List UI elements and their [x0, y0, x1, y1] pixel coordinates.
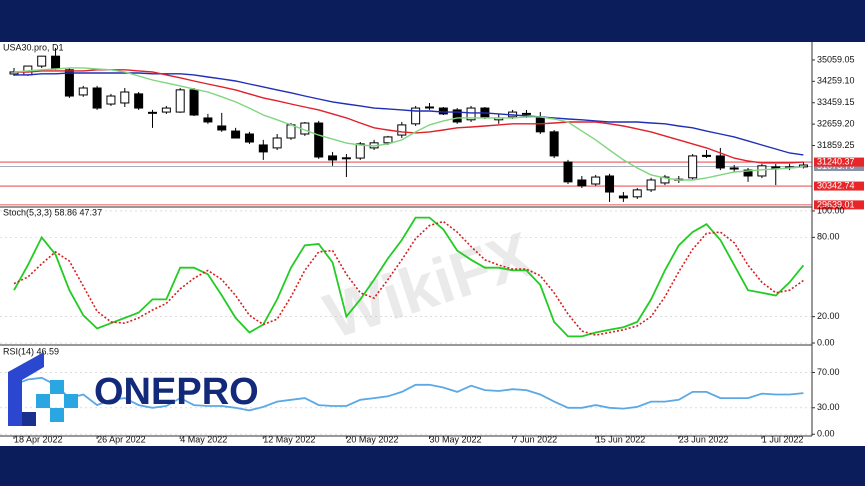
x-tick-label: 12 May 2022	[263, 434, 315, 444]
logo-mark	[22, 412, 36, 426]
price-level-box	[814, 157, 864, 167]
y-tick-label: 0.00	[817, 337, 835, 347]
y-tick-label: 70.00	[817, 367, 840, 377]
candle-body	[355, 143, 365, 159]
candle-body	[605, 175, 615, 193]
candle-body	[134, 93, 144, 109]
candle-body	[466, 107, 476, 121]
candle-body	[92, 87, 102, 109]
candle-body	[618, 195, 628, 199]
y-tick-label: 32659.20	[817, 118, 855, 128]
candle-body	[106, 95, 116, 105]
candle-body	[286, 124, 296, 139]
series-line	[13, 67, 804, 181]
candle-body	[521, 112, 531, 115]
candle-body	[452, 109, 462, 123]
y-tick-label: 20.00	[817, 311, 840, 321]
candle-body	[148, 111, 157, 114]
logo-mark	[50, 380, 64, 394]
candle-body	[244, 133, 254, 143]
candle-body	[591, 176, 601, 185]
price-level-box	[814, 200, 864, 210]
candle-body	[563, 161, 573, 183]
y-tick-label: 33459.15	[817, 97, 855, 107]
price-level-label: 31240.37	[817, 156, 855, 166]
candle-body	[729, 167, 739, 170]
series-line	[13, 220, 804, 336]
y-tick-label: 34259.10	[817, 76, 855, 86]
y-tick-label: 31859.25	[817, 140, 855, 150]
candle-body	[189, 89, 199, 116]
candle-body	[120, 91, 130, 104]
candle-body	[258, 144, 268, 153]
candle-body	[397, 124, 407, 136]
candle-body	[438, 107, 448, 115]
candle-body	[64, 69, 74, 97]
x-tick-label: 7 Jun 2022	[513, 434, 558, 444]
x-tick-label: 4 May 2022	[180, 434, 227, 444]
candle-body	[78, 87, 88, 96]
x-tick-label: 15 Jun 2022	[596, 434, 646, 444]
candle-body	[341, 157, 351, 160]
candle-body	[425, 106, 434, 109]
price-level-box	[814, 181, 864, 191]
y-tick-label: 30.00	[817, 402, 840, 412]
y-tick-label: 35059.05	[817, 54, 855, 64]
candle-body	[743, 169, 753, 177]
bottom-band	[0, 446, 865, 486]
candle-body	[646, 179, 656, 191]
candle-body	[632, 189, 642, 198]
top-band	[0, 0, 865, 42]
candle-body	[217, 125, 227, 131]
candle-body	[660, 176, 670, 184]
logo-mark	[64, 394, 78, 408]
candle-body	[272, 137, 282, 149]
candle-body	[715, 155, 725, 169]
series-line	[13, 376, 804, 412]
candle-body	[757, 165, 767, 177]
x-tick-label: 1 Jul 2022	[762, 434, 804, 444]
candle-body	[161, 107, 171, 113]
candle-body	[577, 179, 587, 187]
logo-mark	[36, 394, 50, 408]
candle-body	[771, 166, 781, 169]
candle-body	[328, 155, 338, 161]
x-tick-label: 23 Jun 2022	[679, 434, 729, 444]
x-tick-label: 18 Apr 2022	[14, 434, 63, 444]
chart-area	[0, 42, 865, 446]
candle-body	[549, 131, 559, 157]
candle-body	[175, 89, 185, 113]
price-level-label: 29639.01	[817, 199, 855, 209]
plots: 35059.05 34259.10 33459.15 32659.20 31859.25…	[0, 42, 864, 444]
candle-body	[702, 154, 711, 157]
y-tick-label: 100.00	[817, 205, 845, 215]
candle-body	[688, 155, 698, 179]
y-tick-label: 0.00	[817, 429, 835, 439]
candle-body	[314, 122, 324, 158]
price-level-label: 30342.74	[817, 180, 855, 190]
x-tick-label: 30 May 2022	[430, 434, 482, 444]
series-line	[14, 72, 804, 156]
logo-text: ONEPRO	[94, 371, 259, 413]
candle-body	[798, 164, 808, 168]
panel-title: USA30.pro, D1	[3, 42, 64, 52]
series-line	[13, 216, 805, 338]
candle-body	[203, 117, 213, 123]
y-tick-label: 80.00	[817, 232, 840, 242]
panel-title: Stoch(5,3,3) 58.86 47.37	[3, 207, 102, 217]
candle-body	[231, 130, 241, 139]
logo: ONEPRO	[8, 352, 259, 426]
logo-mark	[8, 352, 44, 426]
x-tick-label: 20 May 2022	[346, 434, 398, 444]
candle-body	[411, 107, 421, 125]
x-tick-label: 26 Apr 2022	[97, 434, 146, 444]
series-line	[14, 69, 804, 164]
candle-body	[51, 55, 61, 69]
logo-mark	[50, 408, 64, 422]
candle-body	[383, 136, 393, 144]
panel-title: RSI(14) 46.59	[3, 346, 59, 356]
candle-body	[37, 55, 47, 67]
